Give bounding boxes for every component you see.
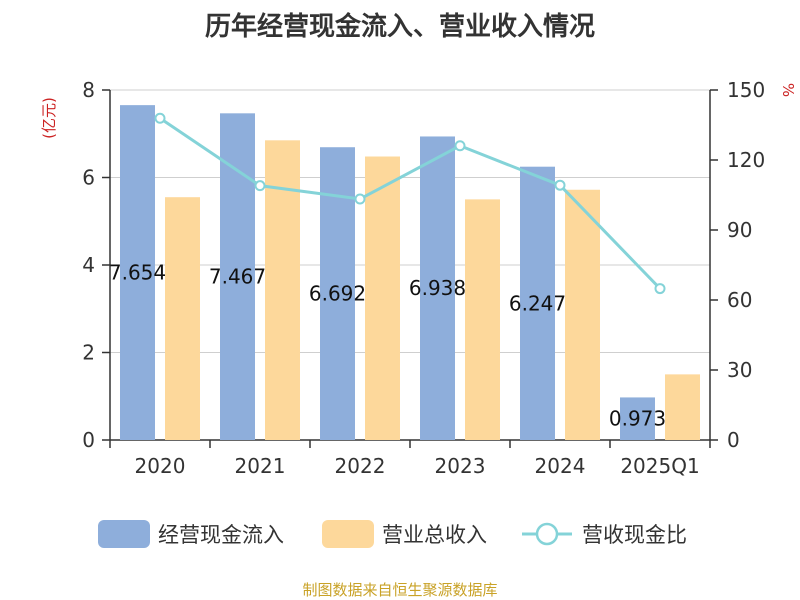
data-label: 0.973 [609,407,666,431]
source-note: 制图数据来自恒生聚源数据库 [302,581,498,599]
data-label: 7.654 [109,261,166,285]
legend-swatch-cash-inflow [98,520,150,548]
y-left-unit: (亿元) [40,97,58,139]
x-tick-label: 2025Q1 [620,454,699,478]
x-tick-label: 2023 [435,454,486,478]
y-left-tick-label: 2 [82,341,95,365]
y-right-tick-label: 0 [727,428,740,452]
bar-cash-inflow [420,136,455,440]
ratio-point [554,179,566,191]
x-tick-label: 2022 [335,454,386,478]
bar-total-revenue [665,374,700,440]
chart-title: 历年经营现金流入、营业收入情况 [204,12,595,42]
bar-total-revenue [465,199,500,440]
ratio-line [159,116,662,290]
data-label: 6.938 [409,276,466,300]
bar-cash-inflow [220,113,255,440]
legend-label-ratio: 营收现金比 [582,523,687,547]
ratio-point [254,180,266,192]
y-left-tick-label: 0 [82,428,95,452]
y-right-tick-label: 150 [727,78,765,102]
bar-cash-inflow [520,166,555,440]
y-right-unit: % [779,83,797,97]
y-left-tick-label: 4 [82,253,95,277]
ratio-point [354,193,366,205]
y-left-tick-label: 6 [82,166,95,190]
x-tick-label: 2021 [235,454,286,478]
y-right-tick-label: 120 [727,148,765,172]
bar-cash-inflow [120,105,155,440]
legend-label-total-revenue: 营业总收入 [382,523,487,547]
y-right-tick-label: 30 [727,358,752,382]
bar-total-revenue [365,156,400,440]
y-right-tick-label: 90 [727,218,752,242]
y-left-tick-label: 8 [82,78,95,102]
bar-total-revenue [165,197,200,440]
data-label: 6.247 [509,291,566,315]
x-tick-label: 2020 [135,454,186,478]
x-tick-label: 2024 [535,454,586,478]
legend-label-cash-inflow: 经营现金流入 [158,523,284,547]
ratio-point [154,112,166,124]
legend-swatch-ratio-marker [535,522,559,546]
bar-total-revenue [565,189,600,440]
ratio-point [454,140,466,152]
data-label: 6.692 [309,282,366,306]
data-label: 7.467 [209,265,266,289]
bar-cash-inflow [620,397,655,440]
legend-swatch-total-revenue [322,520,374,548]
bar-total-revenue [265,140,300,440]
ratio-point [654,283,666,295]
y-right-tick-label: 60 [727,288,752,312]
